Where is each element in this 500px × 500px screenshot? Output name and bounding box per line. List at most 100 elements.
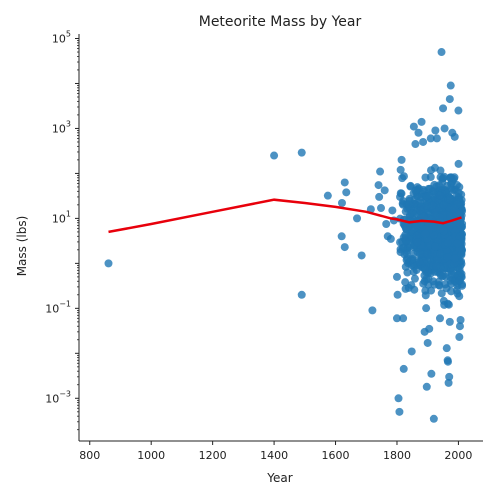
- scatter-point: [424, 339, 432, 347]
- scatter-point: [403, 250, 411, 258]
- scatter-point: [368, 306, 376, 314]
- scatter-point: [442, 186, 450, 194]
- scatter-point: [414, 129, 422, 137]
- scatter-point: [298, 291, 306, 299]
- y-tick-label: 10−1: [45, 299, 71, 315]
- scatter-point: [446, 194, 454, 202]
- scatter-point: [448, 176, 456, 184]
- scatter-point: [427, 370, 435, 378]
- scatter-point: [341, 243, 349, 251]
- scatter-point: [437, 173, 445, 181]
- scatter-point: [324, 192, 332, 200]
- scatter-point: [455, 160, 463, 168]
- scatter-point: [431, 243, 439, 251]
- scatter-point: [431, 126, 439, 134]
- scatter-point: [423, 249, 431, 257]
- scatter-point: [436, 314, 444, 322]
- scatter-point: [453, 286, 461, 294]
- scatter-point: [338, 232, 346, 240]
- scatter-point: [433, 134, 441, 142]
- x-tick-label: 1200: [199, 449, 227, 462]
- scatter-point: [438, 48, 446, 56]
- scatter-point: [342, 188, 350, 196]
- scatter-point: [420, 271, 428, 279]
- scatter-point: [387, 235, 395, 243]
- y-tick-label: 105: [52, 29, 71, 45]
- scatter-point: [423, 383, 431, 391]
- scatter-point: [411, 186, 419, 194]
- scatter-point: [454, 107, 462, 115]
- scatter-point: [401, 231, 409, 239]
- scatter-point: [436, 250, 444, 258]
- scatter-point: [439, 104, 447, 112]
- scatter-point: [338, 199, 346, 207]
- scatter-point: [440, 201, 448, 209]
- y-tick-label: 101: [52, 209, 71, 225]
- scatter-point: [353, 214, 361, 222]
- scatter-point: [375, 181, 383, 189]
- scatter-point: [455, 333, 463, 341]
- scatter-point: [382, 220, 390, 228]
- scatter-point: [411, 140, 419, 148]
- x-tick-label: 2000: [444, 449, 472, 462]
- scatter-point: [410, 268, 418, 276]
- scatter-point: [436, 225, 444, 233]
- scatter-point: [341, 178, 349, 186]
- scatter-point: [402, 263, 410, 271]
- scatter-point: [402, 285, 410, 293]
- scatter-point: [381, 186, 389, 194]
- scatter-point: [400, 365, 408, 373]
- scatter-point: [444, 300, 452, 308]
- scatter-point: [457, 316, 465, 324]
- scatter-point: [375, 193, 383, 201]
- scatter-point: [425, 325, 433, 333]
- scatter-point: [399, 314, 407, 322]
- scatter-point: [408, 347, 416, 355]
- scatter-point: [443, 344, 451, 352]
- scatter-point: [436, 214, 444, 222]
- scatter-point: [396, 193, 404, 201]
- y-tick-label: 103: [52, 119, 71, 135]
- y-ticks: 10−3 10−1 101 103 105: [45, 29, 79, 429]
- scatter-point: [416, 250, 424, 258]
- chart-title: Meteorite Mass by Year: [199, 14, 362, 30]
- scatter-point: [394, 291, 402, 299]
- scatter-point: [405, 200, 413, 208]
- scatter-point: [104, 259, 112, 267]
- scatter-point: [430, 181, 438, 189]
- scatter-point: [395, 408, 403, 416]
- scatter-point: [415, 258, 423, 266]
- scatter-point: [413, 238, 421, 246]
- y-tick-label: 10−3: [45, 389, 71, 405]
- scatter-point: [441, 124, 449, 132]
- scatter-point: [456, 276, 464, 284]
- scatter-point: [427, 166, 435, 174]
- x-ticks: 800 1000 1200 1400 1600 1800 2000: [79, 441, 472, 462]
- scatter-point: [358, 251, 366, 259]
- scatter-point: [404, 223, 412, 231]
- scatter-point: [430, 281, 438, 289]
- scatter-point: [388, 206, 396, 214]
- scatter-point: [446, 318, 454, 326]
- scatter-point: [423, 192, 431, 200]
- scatter-point: [395, 394, 403, 402]
- scatter-point: [430, 415, 438, 423]
- x-axis-label: Year: [266, 471, 292, 485]
- scatter-point: [398, 156, 406, 164]
- scatter-point: [451, 133, 459, 141]
- scatter-point: [421, 230, 429, 238]
- scatter-point: [420, 213, 428, 221]
- x-tick-label: 1600: [322, 449, 350, 462]
- scatter-point: [447, 82, 455, 90]
- scatter-point: [423, 202, 431, 210]
- scatter-point: [398, 174, 406, 182]
- scatter-point: [444, 239, 452, 247]
- x-tick-label: 1400: [260, 449, 288, 462]
- scatter-point: [422, 304, 430, 312]
- scatter-point: [432, 262, 440, 270]
- scatter-point: [427, 173, 435, 181]
- x-tick-label: 1800: [383, 449, 411, 462]
- scatter-point: [453, 239, 461, 247]
- scatter-point: [397, 166, 405, 174]
- scatter-point: [438, 289, 446, 297]
